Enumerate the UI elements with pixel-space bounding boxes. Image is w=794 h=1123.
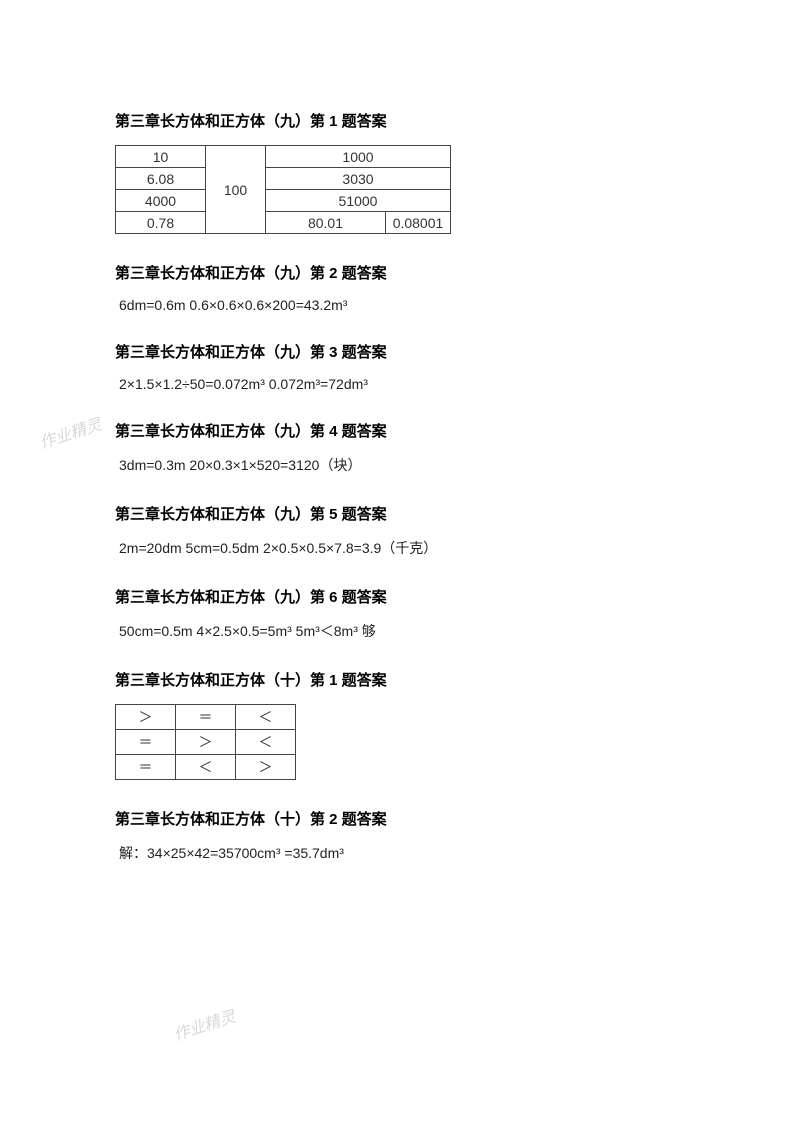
section-q9-3: 第三章长方体和正方体（九）第 3 题答案 2×1.5×1.2÷50=0.072m… bbox=[115, 341, 679, 392]
answer-table: ＞ ＝ ＜ ＝ ＞ ＜ ＝ ＜ ＞ bbox=[115, 704, 296, 780]
answer-table: 10 100 1000 6.08 3030 4000 51000 0.78 80… bbox=[115, 145, 451, 234]
table-row: 0.78 80.01 0.08001 bbox=[116, 212, 451, 234]
cell: 51000 bbox=[266, 190, 451, 212]
section-q10-1: 第三章长方体和正方体（十）第 1 题答案 ＞ ＝ ＜ ＝ ＞ ＜ ＝ ＜ ＞ bbox=[115, 669, 679, 780]
section-heading: 第三章长方体和正方体（九）第 1 题答案 bbox=[115, 110, 679, 131]
section-q9-5: 第三章长方体和正方体（九）第 5 题答案 2m=20dm 5cm=0.5dm 2… bbox=[115, 503, 679, 558]
cell: ＞ bbox=[236, 755, 296, 780]
cell: 1000 bbox=[266, 146, 451, 168]
cell: ＝ bbox=[116, 755, 176, 780]
section-heading: 第三章长方体和正方体（十）第 1 题答案 bbox=[115, 669, 679, 690]
section-heading: 第三章长方体和正方体（九）第 2 题答案 bbox=[115, 262, 679, 283]
watermark: 作业精灵 bbox=[36, 411, 104, 454]
answer-text: 解：34×25×42=35700cm³ =35.7dm³ bbox=[115, 843, 679, 863]
table-row: 4000 51000 bbox=[116, 190, 451, 212]
table-row: 6.08 3030 bbox=[116, 168, 451, 190]
cell: ＝ bbox=[176, 705, 236, 730]
section-heading: 第三章长方体和正方体（十）第 2 题答案 bbox=[115, 808, 679, 829]
cell: 3030 bbox=[266, 168, 451, 190]
answer-text: 3dm=0.3m 20×0.3×1×520=3120（块） bbox=[115, 455, 679, 475]
cell: ＞ bbox=[116, 705, 176, 730]
cell: ＞ bbox=[176, 730, 236, 755]
section-q9-2: 第三章长方体和正方体（九）第 2 题答案 6dm=0.6m 0.6×0.6×0.… bbox=[115, 262, 679, 313]
cell: 4000 bbox=[116, 190, 206, 212]
section-q9-4: 第三章长方体和正方体（九）第 4 题答案 3dm=0.3m 20×0.3×1×5… bbox=[115, 420, 679, 475]
cell: 6.08 bbox=[116, 168, 206, 190]
cell: ＜ bbox=[236, 705, 296, 730]
cell: 0.78 bbox=[116, 212, 206, 234]
answer-text: 2×1.5×1.2÷50=0.072m³ 0.072m³=72dm³ bbox=[115, 376, 679, 392]
cell: ＝ bbox=[116, 730, 176, 755]
answer-text: 50cm=0.5m 4×2.5×0.5=5m³ 5m³＜8m³ 够 bbox=[115, 621, 679, 641]
section-heading: 第三章长方体和正方体（九）第 6 题答案 bbox=[115, 586, 679, 607]
table-row: 10 100 1000 bbox=[116, 146, 451, 168]
answer-text: 6dm=0.6m 0.6×0.6×0.6×200=43.2m³ bbox=[115, 297, 679, 313]
cell: 0.08001 bbox=[386, 212, 451, 234]
section-heading: 第三章长方体和正方体（九）第 4 题答案 bbox=[115, 420, 679, 441]
cell: ＜ bbox=[236, 730, 296, 755]
section-q9-6: 第三章长方体和正方体（九）第 6 题答案 50cm=0.5m 4×2.5×0.5… bbox=[115, 586, 679, 641]
table-row: ＝ ＞ ＜ bbox=[116, 730, 296, 755]
table-row: ＝ ＜ ＞ bbox=[116, 755, 296, 780]
section-q9-1: 第三章长方体和正方体（九）第 1 题答案 10 100 1000 6.08 30… bbox=[115, 110, 679, 234]
section-heading: 第三章长方体和正方体（九）第 3 题答案 bbox=[115, 341, 679, 362]
section-heading: 第三章长方体和正方体（九）第 5 题答案 bbox=[115, 503, 679, 524]
cell: 80.01 bbox=[266, 212, 386, 234]
answer-text: 2m=20dm 5cm=0.5dm 2×0.5×0.5×7.8=3.9（千克） bbox=[115, 538, 679, 558]
section-q10-2: 第三章长方体和正方体（十）第 2 题答案 解：34×25×42=35700cm³… bbox=[115, 808, 679, 863]
watermark: 作业精灵 bbox=[170, 1003, 238, 1046]
table-row: ＞ ＝ ＜ bbox=[116, 705, 296, 730]
cell: 10 bbox=[116, 146, 206, 168]
cell: ＜ bbox=[176, 755, 236, 780]
cell: 100 bbox=[206, 146, 266, 234]
